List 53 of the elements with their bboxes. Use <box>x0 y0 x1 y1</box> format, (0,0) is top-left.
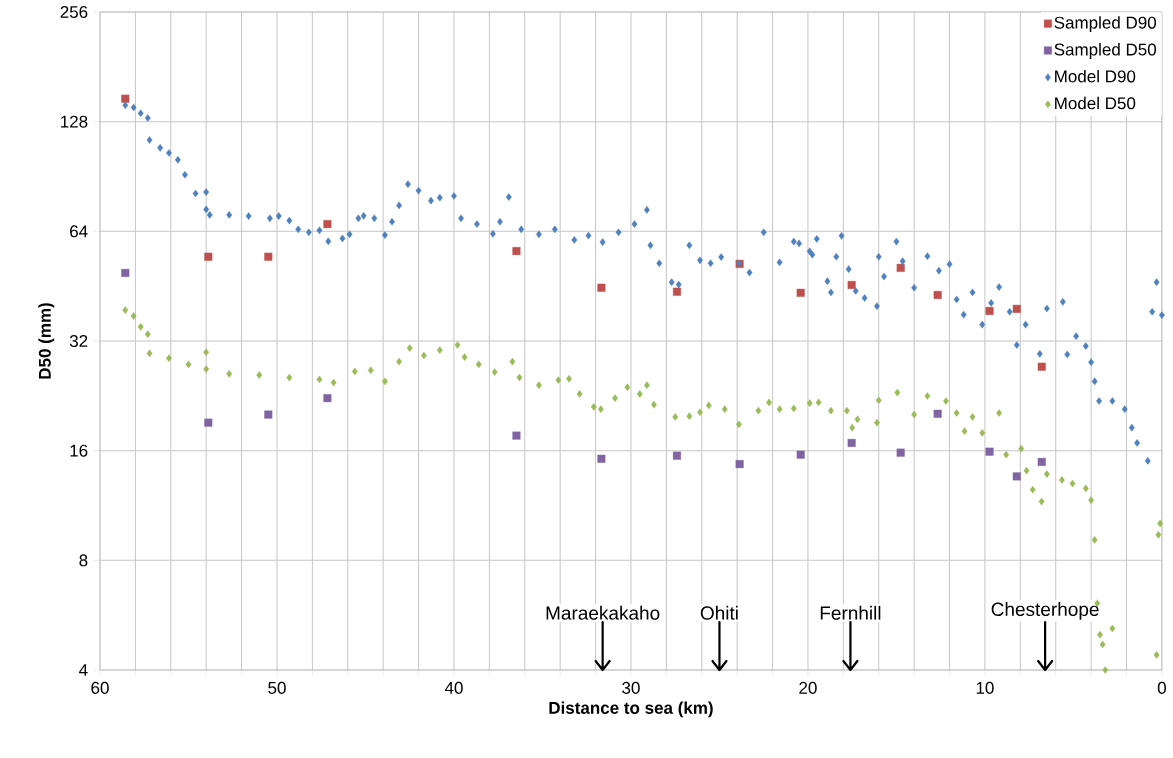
legend-label: Model D50 <box>1055 96 1136 110</box>
point <box>896 263 905 272</box>
legend-label: Model D90 <box>1055 69 1136 83</box>
x-tick-label: 30 <box>622 681 640 694</box>
point <box>1037 362 1046 371</box>
x-tick-label: 50 <box>268 681 286 694</box>
point <box>1012 472 1021 481</box>
point <box>323 220 332 229</box>
y-tick-label: 32 <box>69 334 88 348</box>
ref-line-label: Fernhill <box>820 605 881 620</box>
point <box>672 287 681 296</box>
legend-label: Sampled D90 <box>1054 16 1157 33</box>
y-axis-title: D50 (mm) <box>38 303 55 379</box>
point <box>264 252 273 261</box>
point <box>985 306 994 315</box>
x-tick-label: 20 <box>799 681 817 694</box>
y-tick-label: 8 <box>79 554 88 567</box>
ref-line-label: Maraekakaho <box>546 605 660 620</box>
point <box>512 431 521 440</box>
point <box>672 451 681 460</box>
point <box>512 247 521 256</box>
x-tick-label: 10 <box>976 681 994 694</box>
point <box>264 410 273 419</box>
point <box>933 409 942 418</box>
point <box>796 288 805 297</box>
point <box>847 438 856 447</box>
point <box>323 394 332 403</box>
point <box>204 252 213 261</box>
point <box>985 447 994 456</box>
point <box>1037 457 1046 466</box>
y-tick-label: 16 <box>70 444 88 457</box>
ref-line-label: Ohiti <box>700 605 738 620</box>
x-axis-title: Distance to sea (km) <box>549 701 713 718</box>
point <box>1012 304 1021 313</box>
point <box>121 268 130 277</box>
point <box>933 290 942 299</box>
point <box>796 450 805 459</box>
point <box>121 94 130 103</box>
ref-line-label: Chesterhope <box>991 602 1099 620</box>
point <box>597 454 606 463</box>
point <box>847 280 856 289</box>
point <box>896 448 905 457</box>
y-tick-label: 256 <box>60 5 88 19</box>
y-tick-label: 128 <box>61 115 88 128</box>
x-tick-label: 40 <box>444 681 463 694</box>
point <box>597 283 606 292</box>
legend-label: Sampled D50 <box>1054 43 1157 59</box>
y-tick-label: 4 <box>79 664 88 676</box>
point <box>735 460 744 469</box>
x-tick-label: 60 <box>91 681 109 694</box>
point <box>204 418 213 427</box>
y-tick-label: 64 <box>70 225 88 238</box>
x-tick-label: 0 <box>1157 681 1166 694</box>
